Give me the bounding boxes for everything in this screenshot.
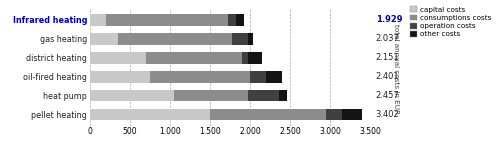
Legend: capital costs, consumptions costs, operation costs, other costs: capital costs, consumptions costs, opera… <box>410 6 492 37</box>
Text: total annual costs in EUR: total annual costs in EUR <box>392 24 398 114</box>
Bar <box>146 52 242 64</box>
Bar <box>90 33 118 45</box>
Bar <box>106 14 228 26</box>
Bar <box>248 90 279 101</box>
Bar <box>118 33 232 45</box>
Bar <box>174 90 248 101</box>
Bar <box>90 71 150 83</box>
Bar <box>342 109 362 120</box>
Bar <box>228 14 236 26</box>
Text: 2.457: 2.457 <box>376 91 400 100</box>
Bar <box>150 71 250 83</box>
Bar <box>90 90 174 101</box>
Bar <box>236 14 244 26</box>
Bar <box>232 33 248 45</box>
Bar <box>210 109 326 120</box>
Bar <box>90 52 146 64</box>
Bar <box>326 109 342 120</box>
Bar <box>250 71 266 83</box>
Bar <box>266 71 282 83</box>
Bar <box>248 52 262 64</box>
Text: 2.037: 2.037 <box>376 34 400 43</box>
Bar <box>242 52 248 64</box>
Bar <box>279 90 286 101</box>
Bar <box>90 109 210 120</box>
Text: 2.151: 2.151 <box>376 53 399 62</box>
Bar <box>90 14 106 26</box>
Text: 1.929: 1.929 <box>376 15 402 24</box>
Text: 2.401: 2.401 <box>376 72 399 81</box>
Bar <box>248 33 253 45</box>
Text: 3.402: 3.402 <box>376 110 400 119</box>
